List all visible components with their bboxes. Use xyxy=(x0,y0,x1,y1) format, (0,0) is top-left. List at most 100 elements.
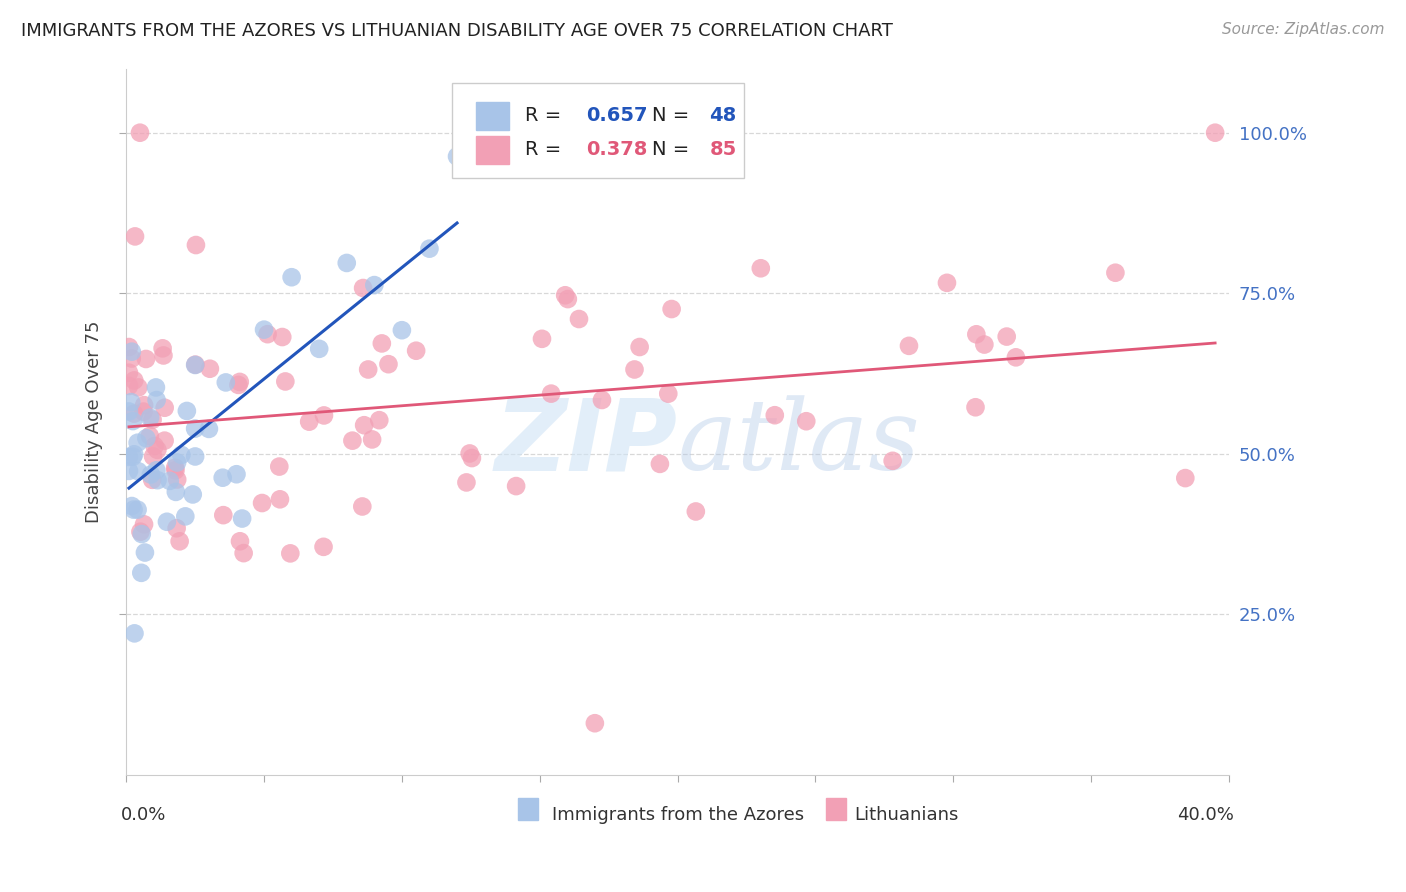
Point xyxy=(166,521,188,535)
Y-axis label: Disability Age Over 75: Disability Age Over 75 xyxy=(86,320,103,523)
Point xyxy=(165,463,187,477)
Point xyxy=(253,323,276,337)
Point xyxy=(134,398,156,412)
Point xyxy=(554,288,576,302)
Point xyxy=(269,492,291,507)
Point xyxy=(391,323,413,337)
Point xyxy=(139,410,162,425)
Point xyxy=(648,457,671,471)
Point xyxy=(995,329,1018,343)
Point xyxy=(127,464,149,478)
Point xyxy=(280,270,302,285)
Text: 0.0%: 0.0% xyxy=(121,806,166,824)
Text: 48: 48 xyxy=(710,106,737,125)
Text: N =: N = xyxy=(652,140,696,159)
Point xyxy=(145,463,167,477)
Point xyxy=(124,229,146,244)
Point xyxy=(121,351,143,366)
Point xyxy=(121,414,143,428)
Point xyxy=(211,471,233,485)
Point xyxy=(152,349,174,363)
Point xyxy=(1104,266,1126,280)
Point xyxy=(139,429,162,443)
Point xyxy=(184,358,207,372)
Point xyxy=(134,545,156,559)
Point xyxy=(122,502,145,516)
Point xyxy=(166,473,188,487)
Point xyxy=(232,546,254,560)
Point xyxy=(540,386,562,401)
Point xyxy=(198,422,221,436)
Text: atlas: atlas xyxy=(678,395,921,491)
Point xyxy=(153,401,176,415)
Text: N =: N = xyxy=(652,106,696,125)
Point xyxy=(1174,471,1197,485)
Text: 85: 85 xyxy=(710,140,737,159)
Point xyxy=(269,459,291,474)
Point xyxy=(965,327,987,342)
Point xyxy=(165,460,187,475)
Point xyxy=(184,450,207,464)
Point xyxy=(505,479,527,493)
Point xyxy=(763,408,786,422)
Text: Lithuanians: Lithuanians xyxy=(853,806,959,824)
Point xyxy=(229,534,252,549)
Point xyxy=(458,446,481,460)
Text: ZIP: ZIP xyxy=(495,394,678,491)
Point xyxy=(405,343,427,358)
Point xyxy=(181,487,204,501)
Point xyxy=(184,238,207,252)
Point xyxy=(352,500,374,514)
Point xyxy=(156,515,179,529)
Text: Immigrants from the Azores: Immigrants from the Azores xyxy=(551,806,804,824)
Point xyxy=(568,312,591,326)
Point xyxy=(342,434,364,448)
Point xyxy=(184,421,207,435)
Bar xyxy=(475,136,509,164)
Point xyxy=(118,379,141,393)
Point xyxy=(143,439,166,453)
Point xyxy=(122,407,145,421)
Point xyxy=(118,366,141,380)
Point xyxy=(377,357,399,371)
Point xyxy=(353,418,375,433)
Point xyxy=(127,435,149,450)
Point xyxy=(461,451,484,466)
Point xyxy=(1005,351,1028,365)
Point xyxy=(122,373,145,387)
Point xyxy=(336,256,359,270)
Point xyxy=(657,386,679,401)
Point xyxy=(146,442,169,457)
Bar xyxy=(517,797,537,821)
Point xyxy=(312,409,335,423)
Point xyxy=(661,301,683,316)
Point xyxy=(308,342,330,356)
Point xyxy=(152,342,174,356)
Point xyxy=(898,339,921,353)
Point xyxy=(132,404,155,418)
Point xyxy=(271,330,294,344)
Point xyxy=(118,450,141,464)
Text: 40.0%: 40.0% xyxy=(1178,806,1234,824)
Point xyxy=(121,499,143,513)
Point xyxy=(231,511,253,525)
Point xyxy=(363,278,385,293)
Point xyxy=(127,502,149,516)
Text: 0.378: 0.378 xyxy=(586,140,647,159)
Bar xyxy=(827,797,846,821)
Point xyxy=(131,527,153,541)
Point xyxy=(794,414,817,428)
Bar xyxy=(475,102,509,130)
Point xyxy=(166,455,188,469)
Point xyxy=(446,149,468,163)
Point xyxy=(165,484,187,499)
Point xyxy=(215,376,238,390)
Point xyxy=(142,412,165,426)
Point xyxy=(229,375,252,389)
Text: R =: R = xyxy=(526,140,568,159)
Point xyxy=(530,332,553,346)
Point xyxy=(557,292,579,306)
Point xyxy=(882,454,904,468)
Point xyxy=(132,517,155,532)
Point xyxy=(118,464,141,478)
